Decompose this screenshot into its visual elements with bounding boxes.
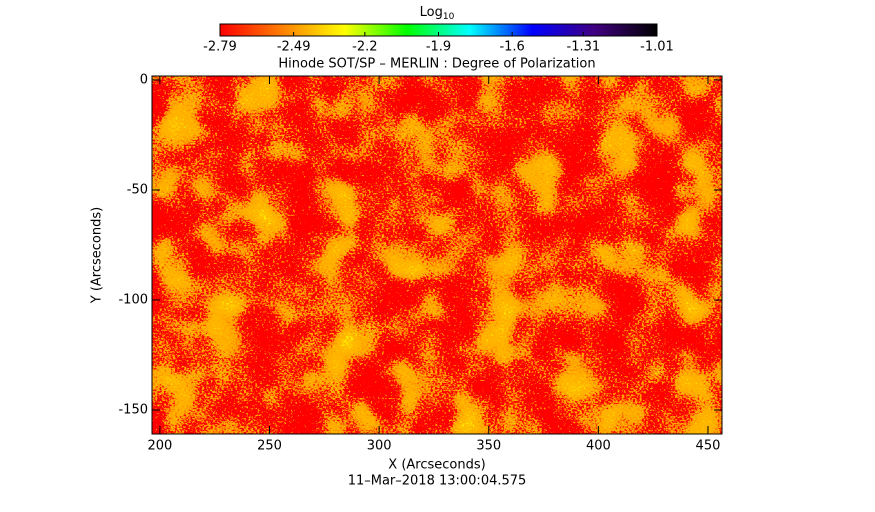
colorbar-tick-label: -1.31 — [567, 40, 601, 55]
x-tick-label: 450 — [696, 439, 721, 454]
colorbar-tick-label: -1.9 — [426, 40, 451, 55]
y-tick-label: -150 — [118, 403, 148, 418]
heatmap-image — [152, 76, 722, 434]
y-tick-label: 0 — [140, 72, 148, 87]
x-tick-label: 200 — [147, 439, 172, 454]
x-tick-label: 300 — [367, 439, 392, 454]
plot-frame — [151, 75, 723, 435]
date-label: 11–Mar–2018 13:00:04.575 — [348, 474, 527, 489]
colorbar-tick-label: -2.79 — [203, 40, 237, 55]
y-axis-label: Y (Arcseconds) — [90, 207, 105, 304]
x-tick-label: 250 — [257, 439, 282, 454]
colorbar-tick-label: -1.01 — [640, 40, 674, 55]
colorbar-label-subscript: 10 — [443, 12, 455, 22]
colorbar-tick-label: -1.6 — [499, 40, 524, 55]
chart-title: Hinode SOT/SP – MERLIN : Degree of Polar… — [278, 57, 595, 72]
y-tick-label: -50 — [127, 182, 148, 197]
colorbar-tick-label: -2.49 — [277, 40, 311, 55]
x-tick-label: 400 — [586, 439, 611, 454]
colorbar-label: Log10 — [420, 5, 455, 22]
x-tick-label: 350 — [476, 439, 501, 454]
colorbar-tick-label: -2.2 — [352, 40, 377, 55]
x-axis-label: X (Arcseconds) — [388, 458, 485, 473]
y-tick-label: -100 — [118, 292, 148, 307]
colorbar-label-text: Log — [420, 5, 443, 20]
